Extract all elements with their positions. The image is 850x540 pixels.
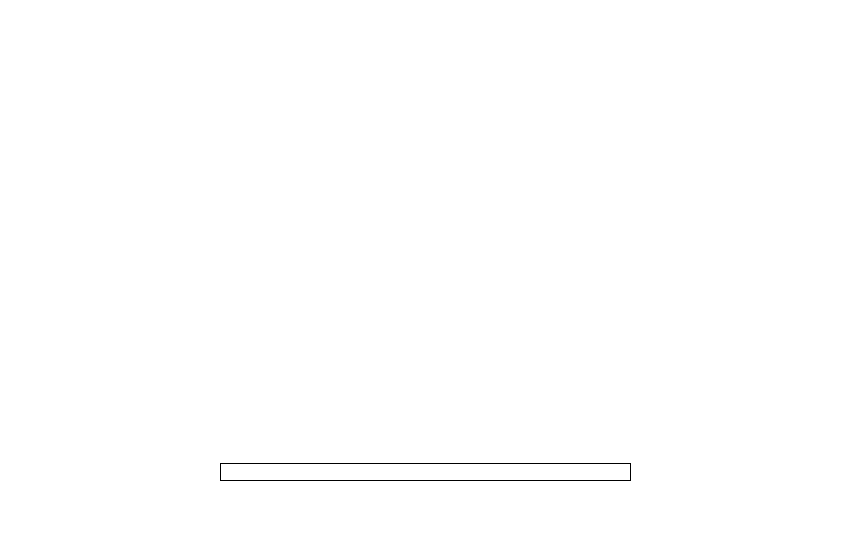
- sky-map-canvas: [0, 0, 850, 460]
- colorbar: [220, 463, 631, 481]
